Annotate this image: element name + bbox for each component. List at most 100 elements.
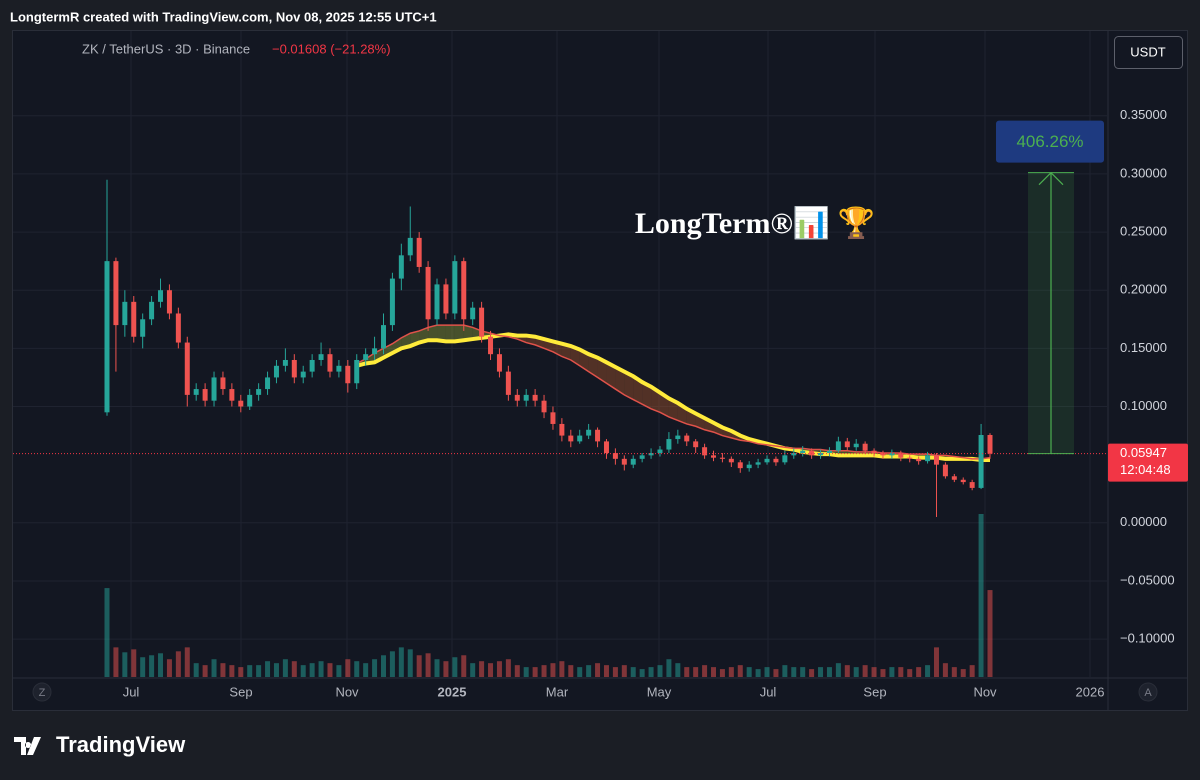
cloud bbox=[597, 357, 607, 384]
volume-bar bbox=[693, 667, 699, 677]
candle-body bbox=[782, 455, 788, 463]
x-tick-label: Nov bbox=[973, 684, 997, 699]
volume-bar bbox=[826, 667, 832, 677]
volume-bar bbox=[122, 652, 128, 677]
volume-bar bbox=[238, 667, 244, 677]
candle-body bbox=[354, 359, 360, 384]
volume-bar bbox=[925, 665, 931, 677]
measure-label: 406.26% bbox=[1016, 132, 1083, 151]
volume-bar bbox=[505, 659, 511, 677]
volume-bar bbox=[104, 588, 110, 677]
volume-bar bbox=[639, 669, 645, 677]
candle-body bbox=[835, 441, 841, 451]
volume-bar bbox=[380, 655, 386, 677]
volume-bar bbox=[193, 663, 199, 677]
volume-bar bbox=[229, 665, 235, 677]
candle-body bbox=[925, 455, 931, 462]
candle-body bbox=[470, 307, 476, 320]
volume-bar bbox=[737, 665, 743, 677]
volume-bar bbox=[960, 669, 966, 677]
volume-bar bbox=[363, 663, 369, 677]
volume-bar bbox=[728, 667, 734, 677]
candle-body bbox=[372, 348, 378, 355]
candle-body bbox=[612, 453, 618, 459]
candle-body bbox=[916, 458, 922, 462]
candle-body bbox=[568, 435, 574, 442]
volume-bar bbox=[149, 655, 155, 677]
candle-body bbox=[514, 394, 520, 401]
y-tick-label: 0.00000 bbox=[1120, 514, 1167, 529]
candle-body bbox=[318, 354, 324, 360]
cloud bbox=[642, 382, 652, 409]
volume-bar bbox=[470, 663, 476, 677]
scale-label[interactable]: A bbox=[1144, 687, 1152, 699]
candle-body bbox=[719, 457, 725, 459]
candle-body bbox=[755, 462, 761, 465]
candle-body bbox=[523, 394, 529, 401]
candle-body bbox=[621, 458, 627, 465]
volume-bar bbox=[791, 667, 797, 677]
candle-body bbox=[630, 458, 636, 465]
y-tick-label: −0.10000 bbox=[1120, 631, 1175, 646]
volume-bar bbox=[818, 667, 824, 677]
candle-body bbox=[711, 455, 717, 458]
candle-body bbox=[291, 359, 297, 378]
candle-body bbox=[764, 458, 770, 463]
currency-button[interactable] bbox=[1114, 36, 1183, 69]
scale-button[interactable] bbox=[1138, 682, 1158, 702]
volume-bar bbox=[113, 647, 119, 677]
volume-bar bbox=[434, 659, 440, 677]
candle-body bbox=[951, 476, 957, 480]
watermark: LongTerm®📊 🏆 bbox=[635, 205, 875, 240]
volume-bar bbox=[425, 653, 431, 677]
volume-bar bbox=[844, 665, 850, 677]
volume-bar bbox=[612, 667, 618, 677]
currency[interactable]: USDT bbox=[1130, 44, 1165, 59]
volume-bar bbox=[389, 651, 395, 677]
cloud bbox=[374, 348, 384, 363]
volume-bar bbox=[282, 659, 288, 677]
x-tick-label: 2025 bbox=[438, 684, 467, 699]
cloud bbox=[606, 362, 616, 390]
volume-bar bbox=[880, 669, 886, 677]
candle-body bbox=[345, 365, 351, 384]
scale-button[interactable] bbox=[32, 682, 52, 702]
candle-body bbox=[443, 284, 449, 314]
scale-label[interactable]: Z bbox=[39, 687, 46, 699]
volume-bar bbox=[202, 665, 208, 677]
candle-body bbox=[550, 412, 556, 424]
volume-bar bbox=[273, 663, 279, 677]
candle-body bbox=[122, 301, 128, 326]
candle-body bbox=[942, 464, 948, 477]
x-tick-label: Nov bbox=[335, 684, 359, 699]
volume-bar bbox=[175, 651, 181, 677]
x-tick-label: May bbox=[647, 684, 672, 699]
candle-body bbox=[175, 313, 181, 343]
volume-bar bbox=[220, 663, 226, 677]
volume-bar bbox=[987, 590, 993, 677]
volume-bar bbox=[452, 657, 458, 677]
volume-bar bbox=[354, 661, 360, 677]
volume-bar bbox=[309, 663, 315, 677]
volume-bar bbox=[265, 661, 271, 677]
candle-body bbox=[184, 342, 190, 395]
candle-body bbox=[327, 354, 333, 372]
candle-body bbox=[452, 261, 458, 314]
volume-bar bbox=[603, 665, 609, 677]
candle-body bbox=[880, 453, 886, 456]
volume-bar bbox=[764, 667, 770, 677]
candle-body bbox=[113, 261, 119, 326]
candle-body bbox=[969, 482, 975, 488]
volume-bar bbox=[809, 669, 815, 677]
candle-body bbox=[398, 255, 404, 279]
symbol: ZK / TetherUS · 3D · Binance bbox=[82, 41, 250, 56]
candle-body bbox=[479, 307, 485, 337]
measure-label-bg bbox=[996, 120, 1104, 163]
candle-body bbox=[987, 434, 993, 454]
candle-body bbox=[702, 447, 708, 456]
candle-body bbox=[684, 435, 690, 442]
volume-bar bbox=[416, 655, 422, 677]
volume-bar bbox=[300, 665, 306, 677]
candle-body bbox=[273, 365, 279, 378]
